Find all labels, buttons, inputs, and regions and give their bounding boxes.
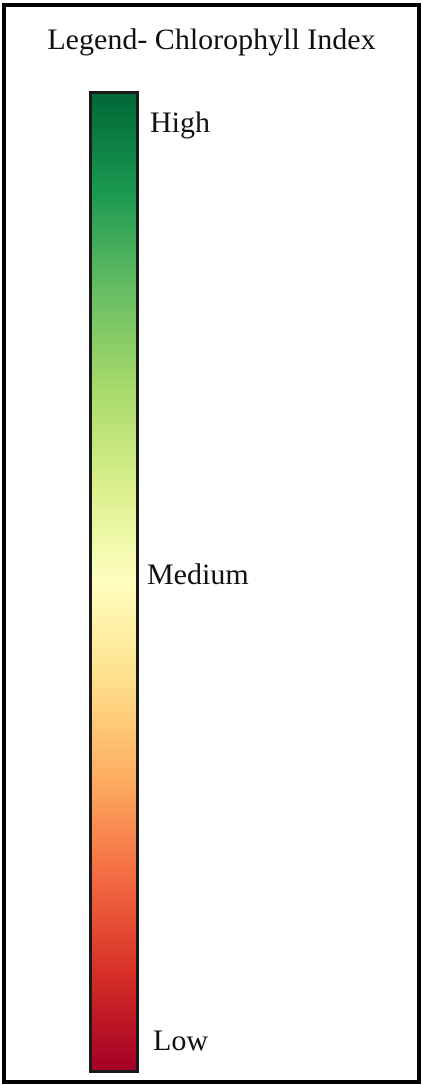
chlorophyll-color-bar [89, 91, 139, 1073]
legend-label-medium: Medium [147, 558, 249, 591]
legend-title: Legend- Chlorophyll Index [47, 23, 376, 56]
legend-label-high: High [150, 106, 210, 139]
legend-label-low: Low [153, 1024, 208, 1057]
legend-panel: Legend- Chlorophyll Index High Medium Lo… [2, 3, 421, 1084]
